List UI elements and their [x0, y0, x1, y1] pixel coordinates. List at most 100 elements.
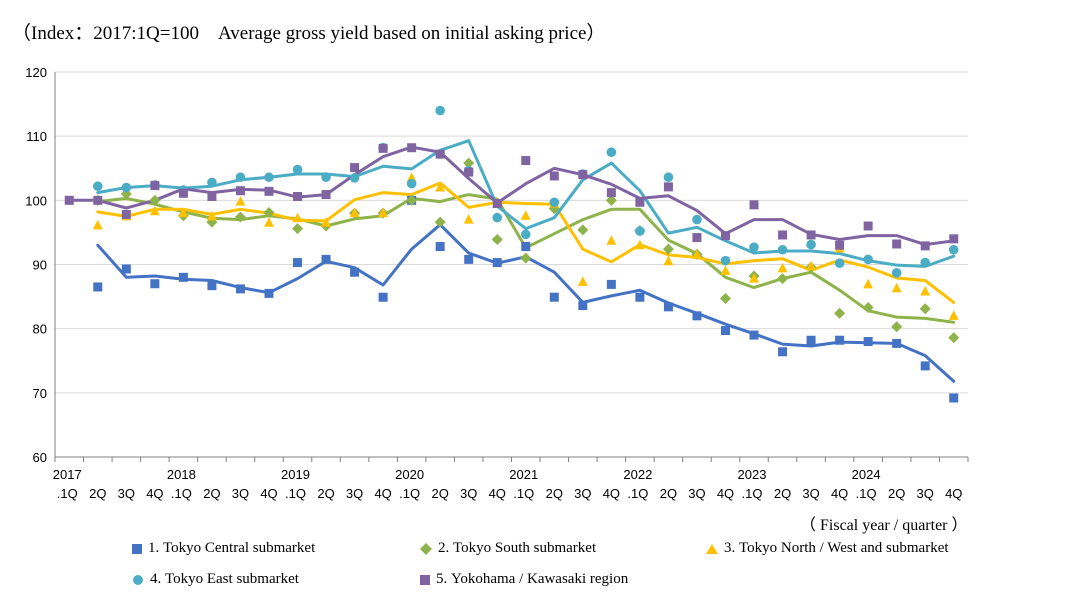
data-point-series-4: [235, 172, 246, 183]
data-point-series-1: [235, 284, 245, 294]
x-year-label: 2017: [53, 467, 82, 482]
x-tick-label: 4Q: [489, 486, 506, 501]
data-point-series-5: [150, 181, 160, 191]
data-point-series-3: [891, 282, 902, 293]
data-point-series-4: [520, 229, 531, 240]
x-tick-label: .1Q: [513, 486, 534, 501]
y-tick-label: 100: [25, 193, 47, 208]
data-point-series-2: [577, 224, 589, 236]
data-point-series-2: [719, 293, 731, 305]
data-point-series-1: [635, 292, 645, 302]
data-point-series-3: [948, 310, 959, 320]
x-tick-label: 3Q: [917, 486, 934, 501]
data-point-series-5: [121, 209, 131, 219]
x-year-label: 2020: [395, 467, 424, 482]
trend-line-series-5: [67, 145, 956, 247]
data-point-series-4: [663, 172, 674, 183]
x-year-label: 2021: [509, 467, 538, 482]
data-point-series-4: [806, 239, 816, 250]
data-point-series-3: [663, 255, 674, 266]
x-tick-label: 3Q: [232, 486, 249, 501]
data-point-series-2: [434, 216, 446, 228]
data-point-series-1: [663, 302, 673, 312]
data-point-series-1: [549, 292, 559, 302]
data-point-series-5: [720, 231, 730, 241]
data-point-series-2: [948, 332, 960, 344]
data-point-series-4: [777, 244, 788, 255]
x-tick-label: 2Q: [203, 486, 220, 501]
x-tick-label: 2Q: [888, 486, 905, 501]
x-tick-label: .1Q: [171, 486, 192, 501]
data-point-series-3: [149, 205, 160, 216]
data-point-series-1: [464, 254, 474, 264]
data-point-series-1: [350, 267, 360, 277]
data-point-series-1: [578, 301, 588, 311]
x-tick-label: .1Q: [285, 486, 306, 501]
data-point-series-2: [919, 303, 931, 315]
chart-title: （Index：2017:1Q=100 Average gross yield b…: [12, 23, 606, 44]
x-axis-unit-label: （ Fiscal year / quarter ）: [800, 517, 968, 534]
data-point-series-2: [520, 252, 532, 264]
data-point-series-5: [321, 190, 331, 200]
data-point-series-1: [806, 335, 816, 345]
x-tick-labels: .1Q 2Q 3Q 4Q .1Q 2Q 3Q 4Q .1Q 2Q 3Q 4Q .1Q 2Q 3Q 4Q .1Q 2…: [53, 467, 963, 501]
data-point-series-2: [834, 307, 846, 319]
x-tick-label: 2Q: [432, 486, 449, 501]
data-point-series-5: [264, 186, 274, 196]
data-point-series-3: [263, 217, 274, 227]
data-point-series-4: [549, 197, 560, 208]
x-tick-label: 2Q: [774, 486, 791, 501]
series-points: [64, 105, 960, 403]
data-point-series-1: [749, 330, 759, 340]
data-point-series-2: [463, 157, 475, 169]
data-point-series-2: [662, 243, 674, 255]
data-point-series-3: [435, 182, 446, 192]
data-point-series-2: [777, 273, 789, 285]
x-tick-label: .1Q: [627, 486, 648, 501]
data-point-series-1: [521, 242, 531, 252]
x-year-label: 2024: [852, 467, 881, 482]
x-tick-label: 2Q: [546, 486, 563, 501]
data-point-series-2: [292, 223, 304, 235]
y-tick-label: 120: [25, 65, 47, 80]
data-point-series-1: [264, 288, 274, 298]
data-point-series-5: [350, 163, 360, 173]
data-point-series-4: [121, 182, 132, 193]
x-tick-label: 4Q: [374, 486, 391, 501]
data-point-series-3: [606, 235, 617, 245]
data-point-series-4: [349, 173, 360, 183]
data-point-series-4: [435, 105, 445, 116]
data-point-series-3: [520, 210, 531, 220]
data-point-series-5: [692, 233, 702, 243]
data-point-series-5: [464, 167, 474, 177]
x-tick-label: .1Q: [856, 486, 877, 501]
x-tick-label: 4Q: [945, 486, 962, 501]
grid-lines: [55, 71, 968, 394]
data-point-series-1: [892, 338, 902, 348]
x-tick-label: 4Q: [146, 486, 163, 501]
data-point-series-1: [692, 311, 702, 321]
data-point-series-5: [835, 240, 845, 250]
data-point-series-5: [293, 191, 303, 201]
data-point-series-4: [92, 181, 103, 192]
data-point-series-5: [549, 171, 559, 181]
data-point-series-2: [862, 301, 874, 313]
data-point-series-1: [207, 281, 217, 291]
data-point-series-4: [692, 214, 702, 225]
data-point-series-1: [863, 337, 873, 346]
data-point-series-5: [663, 182, 673, 192]
data-point-series-1: [150, 279, 160, 289]
data-point-series-5: [207, 191, 217, 201]
data-point-series-3: [920, 285, 931, 296]
data-point-series-3: [292, 212, 303, 223]
y-tick-label: 80: [33, 322, 47, 337]
data-point-series-2: [605, 194, 617, 206]
y-tick-label: 90: [33, 258, 47, 273]
data-point-series-1: [178, 272, 188, 282]
data-point-series-4: [321, 172, 331, 183]
data-point-series-1: [920, 361, 930, 371]
data-point-series-3: [634, 239, 645, 250]
data-point-series-5: [863, 221, 873, 231]
data-point-series-3: [691, 249, 702, 259]
data-point-series-4: [749, 242, 759, 252]
